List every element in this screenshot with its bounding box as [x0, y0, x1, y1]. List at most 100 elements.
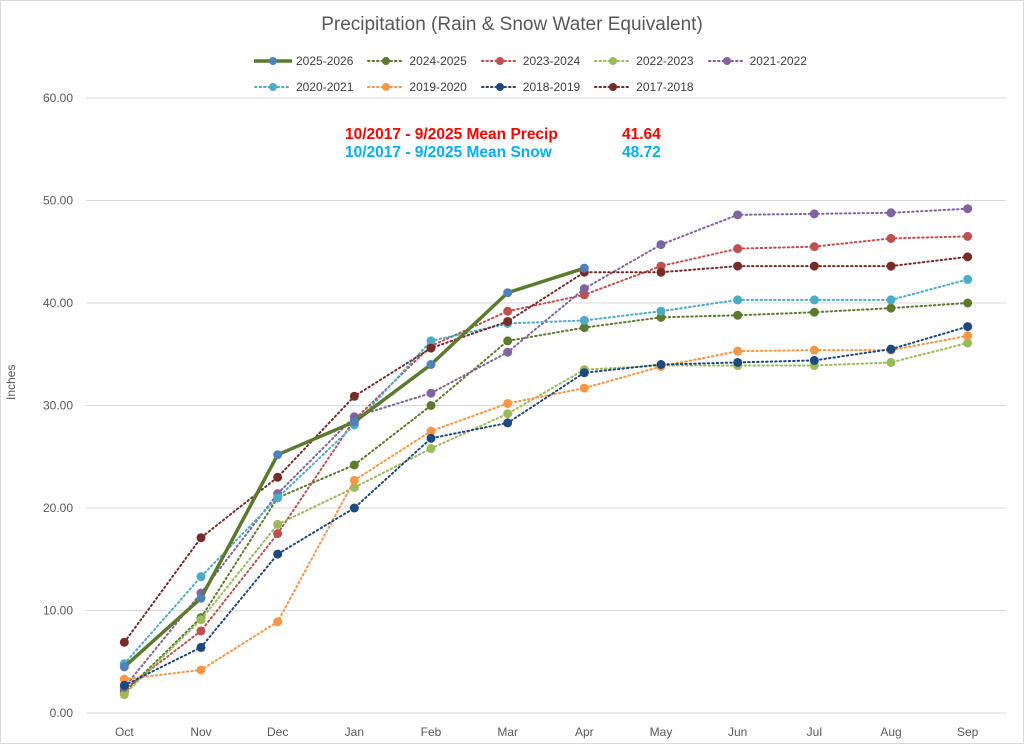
legend-marker-icon [367, 57, 406, 65]
data-point-2023-2024 [809, 242, 819, 252]
data-point-2023-2024 [886, 233, 896, 243]
data-point-2020-2021 [273, 493, 283, 503]
x-tick-label: Sep [957, 725, 979, 739]
data-point-2019-2020 [963, 331, 973, 341]
data-point-2018-2019 [733, 357, 743, 367]
series-line-2022-2023 [123, 341, 969, 696]
x-tick-label: Jun [728, 725, 747, 739]
data-point-2020-2021 [196, 572, 206, 582]
data-point-2017-2018 [196, 533, 206, 543]
data-point-2017-2018 [886, 261, 896, 271]
legend-marker-icon [480, 83, 519, 91]
legend-marker-icon [367, 83, 406, 91]
data-point-2023-2024 [273, 529, 283, 539]
data-point-2018-2019 [886, 344, 896, 354]
data-point-2020-2021 [426, 336, 436, 346]
y-tick-label: 40.00 [43, 296, 73, 310]
legend-label: 2019-2020 [409, 80, 467, 94]
data-point-2020-2021 [656, 306, 666, 316]
x-tick-label: Oct [115, 725, 134, 739]
data-point-2018-2019 [273, 549, 283, 559]
data-point-2025-2026 [503, 288, 513, 298]
data-point-2019-2020 [349, 475, 359, 485]
series-line-2024-2025 [123, 302, 969, 694]
legend-label: 2017-2018 [636, 80, 694, 94]
x-tick-label: Apr [575, 725, 594, 739]
series-line-2017-2018 [123, 255, 969, 644]
data-point-2022-2023 [886, 357, 896, 367]
data-point-2023-2024 [733, 244, 743, 254]
legend-marker-icon [594, 57, 633, 65]
series-line-2023-2024 [123, 235, 969, 691]
data-point-2019-2020 [733, 346, 743, 356]
data-point-2018-2019 [119, 680, 129, 690]
data-point-2020-2021 [733, 295, 743, 305]
mean-snow-label: 10/2017 - 9/2025 Mean Snow [345, 144, 552, 161]
data-point-2019-2020 [119, 674, 129, 684]
data-point-2024-2025 [656, 312, 666, 322]
y-tick-label: 30.00 [43, 399, 73, 413]
data-point-2021-2022 [809, 209, 819, 219]
data-point-2018-2019 [656, 360, 666, 369]
legend-item: 2018-2019 [480, 80, 581, 94]
x-tick-label: Nov [190, 725, 211, 739]
x-tick-label: Feb [421, 725, 442, 739]
data-point-2017-2018 [963, 252, 973, 262]
data-point-2018-2019 [349, 503, 359, 513]
legend-label: 2025-2026 [296, 54, 354, 68]
legend-item: 2021-2022 [707, 54, 807, 68]
data-point-2024-2025 [809, 307, 819, 317]
data-point-2022-2023 [426, 444, 436, 454]
data-point-2025-2026 [119, 662, 129, 672]
data-point-2024-2025 [503, 336, 513, 346]
data-point-2017-2018 [349, 391, 359, 401]
data-point-2019-2020 [503, 398, 513, 408]
data-point-2021-2022 [886, 208, 896, 218]
data-point-2024-2025 [963, 298, 973, 308]
y-tick-label: 20.00 [43, 501, 73, 515]
data-point-2022-2023 [273, 519, 283, 529]
legend-marker-icon [254, 57, 292, 65]
data-point-2025-2026 [196, 593, 206, 603]
legend-marker-icon [480, 57, 519, 65]
legend-label: 2023-2024 [522, 54, 581, 68]
legend-label: 2024-2025 [409, 54, 467, 68]
legend-item: 2024-2025 [367, 54, 467, 68]
data-point-2024-2025 [733, 310, 743, 320]
data-point-2024-2025 [886, 303, 896, 313]
data-point-2021-2022 [426, 388, 436, 398]
data-point-2023-2024 [963, 231, 973, 241]
data-point-2019-2020 [273, 617, 283, 627]
data-point-2023-2024 [503, 306, 513, 316]
data-point-2024-2025 [426, 401, 436, 410]
data-point-2019-2020 [426, 426, 436, 436]
data-point-2020-2021 [963, 274, 973, 284]
data-point-2021-2022 [579, 284, 589, 294]
y-tick-label: 10.00 [43, 604, 73, 618]
data-point-2022-2023 [963, 338, 973, 348]
y-tick-label: 60.00 [43, 91, 73, 105]
legend-label: 2018-2019 [522, 80, 581, 94]
mean-snow-value: 48.72 [622, 144, 661, 161]
data-point-2025-2026 [273, 450, 283, 460]
data-point-2018-2019 [426, 433, 436, 443]
data-point-2022-2023 [196, 615, 206, 625]
data-point-2018-2019 [809, 355, 819, 365]
x-tick-label: Jul [807, 725, 822, 739]
data-point-2020-2021 [886, 295, 896, 305]
mean-precip-label: 10/2017 - 9/2025 Mean Precip [345, 126, 558, 143]
data-point-2022-2023 [503, 409, 513, 419]
x-tick-label: Dec [267, 725, 288, 739]
y-tick-label: 0.00 [50, 706, 74, 720]
data-point-2021-2022 [656, 240, 666, 250]
data-point-2021-2022 [733, 210, 743, 220]
data-point-2018-2019 [503, 418, 513, 428]
data-point-2017-2018 [656, 267, 666, 277]
data-point-2017-2018 [273, 472, 283, 482]
legend-item: 2020-2021 [254, 80, 353, 94]
legend-marker-icon [594, 83, 633, 91]
data-point-2023-2024 [196, 626, 206, 636]
series-line-2020-2021 [123, 278, 969, 665]
series-line-2019-2020 [123, 334, 969, 681]
legend-item: 2022-2023 [594, 54, 694, 68]
